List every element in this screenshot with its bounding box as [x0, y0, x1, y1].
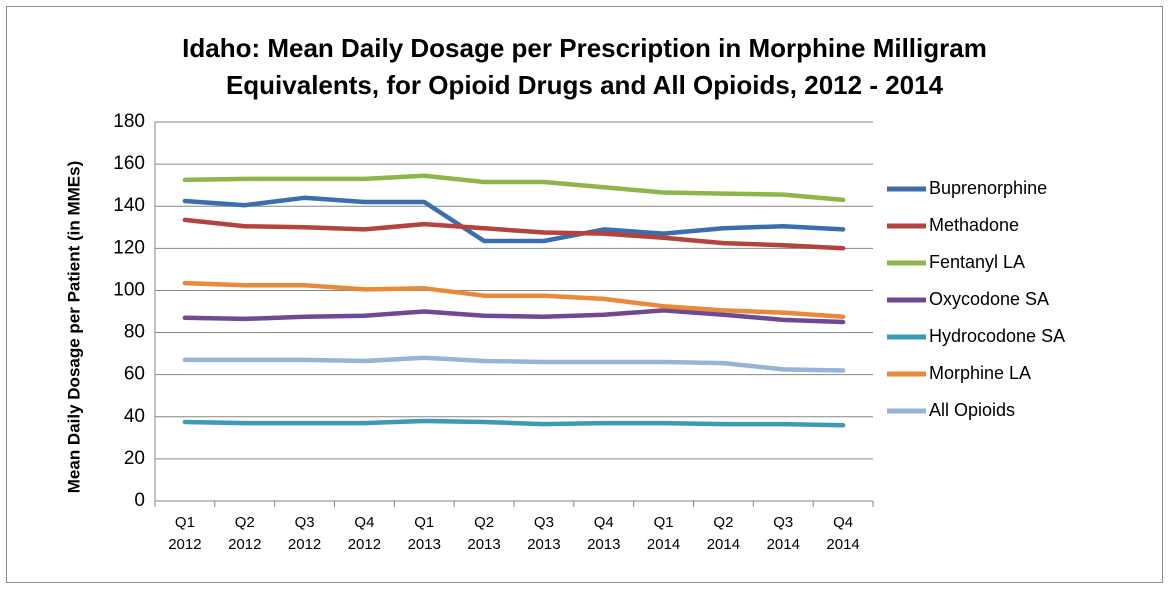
series-line-methadone: [182, 217, 846, 251]
x-tick-label: Q4: [354, 514, 374, 531]
x-tick-label: 2014: [826, 536, 859, 553]
y-tick-label: 40: [124, 406, 145, 427]
x-tick-label: 2013: [527, 536, 560, 553]
series-lines: [182, 173, 846, 428]
x-tick-label: Q4: [833, 514, 853, 531]
x-tick-label: 2014: [707, 536, 740, 553]
y-axis-title: Mean Daily Dosage per Patient (in MMEs): [64, 161, 83, 494]
legend-label: Buprenorphine: [929, 178, 1047, 198]
chart-frame: [6, 6, 1163, 583]
y-tick-label: 120: [113, 237, 145, 258]
legend-label: Methadone: [929, 215, 1019, 235]
x-tick-label: Q3: [534, 514, 554, 531]
chart-title-line-1: Idaho: Mean Daily Dosage per Prescriptio…: [182, 33, 987, 63]
series-line-buprenorphine: [182, 195, 846, 244]
x-tick-label: 2012: [228, 536, 261, 553]
y-tick-label: 180: [113, 111, 145, 132]
x-tick-label: 2014: [647, 536, 680, 553]
series-line-all-opioids: [182, 355, 846, 373]
x-tick-label: 2013: [467, 536, 500, 553]
gridlines: [155, 121, 873, 460]
axes: 0 20 40 60 80 100 120 140 160 180 Q1 2012 Q2 2012 Q3 20…: [113, 111, 874, 553]
y-tick-label: 100: [113, 279, 145, 300]
series-line-hydrocodone-sa: [182, 418, 846, 428]
y-tick-label: 160: [113, 153, 145, 174]
y-tick-label: 80: [124, 322, 145, 343]
x-tick-label: Q1: [654, 514, 674, 531]
chart-title: Idaho: Mean Daily Dosage per Prescriptio…: [0, 30, 1169, 104]
y-tick-label: 20: [124, 448, 145, 469]
x-tick-label: 2012: [288, 536, 321, 553]
x-tick-label: 2012: [348, 536, 381, 553]
legend-label: Hydrocodone SA: [929, 326, 1065, 346]
x-tick-label: 2014: [767, 536, 800, 553]
x-tick-label: Q4: [594, 514, 614, 531]
x-tick-label: Q2: [713, 514, 733, 531]
legend: Buprenorphine Methadone Fentanyl LA Oxycodo…: [887, 178, 1065, 420]
x-tick-label: Q3: [295, 514, 315, 531]
y-tick-label: 140: [113, 195, 145, 216]
x-tick-label: Q3: [773, 514, 793, 531]
series-line-oxycodone-sa: [182, 308, 846, 325]
x-tick-label: 2012: [168, 536, 201, 553]
x-tick-label: Q1: [414, 514, 434, 531]
chart-title-line-2: Equivalents, for Opioid Drugs and All Op…: [225, 70, 944, 100]
series-line-morphine-la: [182, 280, 846, 320]
x-tick-label: 2013: [408, 536, 441, 553]
x-tick-label: Q1: [175, 514, 195, 531]
x-tick-label: Q2: [474, 514, 494, 531]
y-tick-label: 0: [134, 490, 145, 511]
legend-label: Morphine LA: [929, 363, 1031, 383]
y-tick-label: 60: [124, 364, 145, 385]
legend-label: Oxycodone SA: [929, 289, 1049, 309]
x-tick-label: 2013: [587, 536, 620, 553]
legend-label: All Opioids: [929, 400, 1015, 420]
series-line-fentanyl-la: [182, 173, 846, 203]
legend-label: Fentanyl LA: [929, 252, 1025, 272]
x-tick-label: Q2: [235, 514, 255, 531]
